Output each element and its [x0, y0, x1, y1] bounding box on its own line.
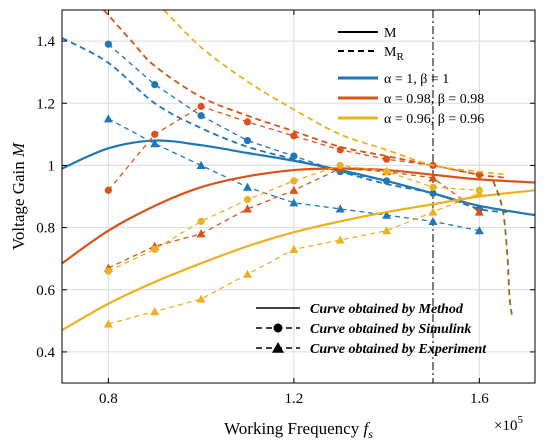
legend-method-label-2: Curve obtained by Experiment	[310, 342, 487, 357]
series-0-experiment-point-4	[289, 198, 299, 207]
series-0-experiment-line	[108, 118, 480, 232]
series-2-simulink-point-5	[336, 161, 344, 170]
series-0-experiment-point-2	[196, 160, 206, 170]
series-0-simulink-point-6	[383, 177, 391, 185]
series-0-experiment-point-1	[150, 139, 160, 148]
series-2-experiment-point-8	[474, 188, 484, 197]
series-1-mr-curve	[103, 10, 508, 179]
series-0	[62, 37, 535, 235]
series-0-simulink-point-4	[290, 152, 298, 160]
tick-labels: 0.8 1.2 1.6 0.4 0.6 0.8 1 1.2 1.4	[36, 34, 489, 407]
axes	[61, 9, 536, 384]
legend-methods: Curve obtained by Method Curve obtained b…	[256, 302, 487, 357]
series-2-simulink-point-0	[104, 267, 112, 275]
series-0-simulink-point-3	[243, 136, 252, 145]
series-2-experiment-point-0	[103, 319, 113, 328]
legend-color-label-1: α = 0.98, β = 0.98	[384, 92, 484, 107]
series-2-method-curve	[62, 189, 535, 332]
series-0-experiment-point-8	[474, 226, 484, 235]
series-0-simulink-point-0	[104, 40, 112, 48]
legend-method-marker-2	[272, 342, 284, 353]
series-2-simulink-point-1	[151, 245, 159, 253]
x-axis-label: Working Frequency fs	[224, 419, 373, 441]
series-0-experiment-point-5	[335, 204, 345, 213]
series-1-experiment-point-3	[242, 204, 252, 213]
series-2-experiment-point-2	[196, 294, 206, 303]
y-tick-label: 0.8	[36, 221, 55, 237]
series-0-simulink-point-7	[429, 189, 437, 197]
legend-method-label-0: Curve obtained by Method	[310, 302, 464, 317]
series-1-experiment-point-7	[428, 173, 438, 182]
series-0-simulink-point-2	[197, 112, 205, 120]
series-1-simulink-point-4	[290, 132, 298, 140]
series-1-simulink-line	[107, 105, 480, 191]
series-1-experiment-point-8	[474, 207, 484, 216]
series-1-simulink-point-5	[336, 146, 344, 154]
legend-line-style: M MR	[338, 26, 404, 63]
legend-style-label-0: M	[384, 26, 397, 41]
y-tick-label: 1	[48, 158, 56, 174]
series-1-simulink-point-2	[197, 102, 205, 110]
drop-curve	[492, 180, 513, 315]
y-axis-label: Voltage Gain M	[9, 142, 28, 250]
series-1-simulink-point-3	[243, 118, 252, 126]
y-tick-label: 1.4	[36, 34, 55, 50]
y-tick-label: 1.2	[36, 96, 55, 112]
x-tick-label: 0.8	[99, 391, 118, 407]
plot-frame	[61, 9, 536, 384]
series-2-simulink-point-6	[383, 168, 391, 176]
grid	[62, 10, 535, 383]
series-2-experiment-point-5	[335, 235, 345, 244]
series-0-simulink-point-1	[151, 81, 159, 89]
x-multiplier: ×105	[494, 414, 523, 434]
x-tick-label: 1.2	[284, 391, 303, 407]
legend-color-label-2: α = 0.96, β = 0.96	[384, 112, 484, 127]
legend-method-label-1: Curve obtained by Simulink	[310, 322, 471, 337]
y-tick-label: 0.6	[36, 283, 55, 299]
x-tick-label: 1.6	[470, 391, 489, 407]
series-1-simulink-point-0	[104, 186, 112, 194]
legend-colors: α = 1, β = 1 α = 0.98, β = 0.98 α = 0.96, …	[338, 72, 484, 127]
series-2-experiment-point-3	[242, 269, 252, 278]
series-2-experiment-point-6	[382, 226, 392, 235]
series-0-experiment-point-0	[103, 114, 113, 123]
series-1-experiment-point-2	[196, 229, 206, 238]
series-1-simulink-point-6	[383, 155, 391, 163]
series-2	[62, 10, 535, 332]
series-1-method-curve	[62, 167, 535, 265]
series-0-experiment-point-7	[428, 216, 438, 225]
series-2-simulink-point-2	[197, 217, 205, 225]
series-0-experiment-point-3	[242, 182, 252, 191]
legend-color-label-0: α = 1, β = 1	[384, 72, 449, 87]
legend-style-label-1: MR	[384, 45, 404, 63]
legend-method-marker-1	[273, 323, 283, 333]
series-2-experiment-point-7	[428, 207, 438, 216]
series-1	[62, 10, 535, 272]
series-1-simulink-point-1	[151, 130, 159, 138]
series-1-simulink-point-8	[475, 171, 483, 179]
series-2-simulink-point-4	[290, 177, 298, 185]
series-2-experiment-point-4	[289, 244, 299, 253]
series-2-simulink-point-3	[243, 196, 252, 204]
series-2-simulink-line	[108, 164, 480, 272]
y-tick-label: 0.4	[36, 345, 55, 361]
series-2-experiment-point-1	[150, 307, 160, 316]
series-1-experiment-point-4	[289, 185, 299, 194]
series-layer	[62, 10, 535, 332]
series-2-simulink-point-7	[429, 183, 437, 191]
series-0-experiment-point-6	[382, 210, 392, 219]
